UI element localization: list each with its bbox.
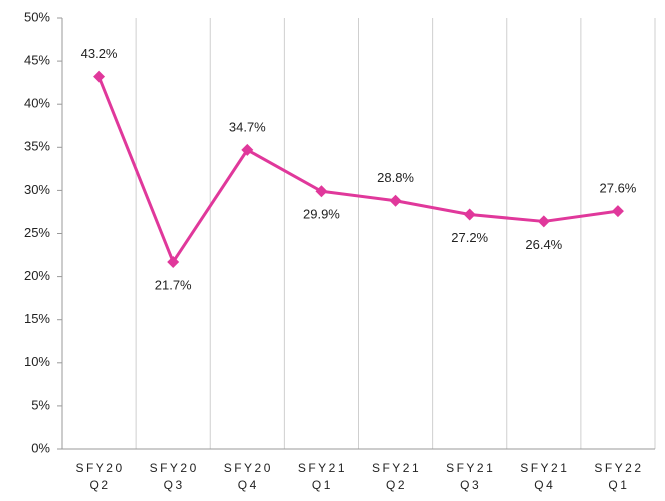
y-tick-label: 20% bbox=[24, 268, 50, 283]
x-tick-label: SFY21 bbox=[372, 461, 421, 475]
marker bbox=[537, 215, 550, 228]
marker bbox=[241, 143, 254, 156]
x-tick-label: Q3 bbox=[164, 478, 185, 492]
marker bbox=[463, 208, 476, 221]
data-label: 29.9% bbox=[303, 207, 340, 222]
x-tick-label: SFY21 bbox=[446, 461, 495, 475]
y-tick-label: 45% bbox=[24, 53, 50, 68]
data-label: 21.7% bbox=[155, 277, 192, 292]
y-tick-label: 50% bbox=[24, 9, 50, 24]
marker bbox=[315, 185, 328, 198]
y-tick-label: 5% bbox=[31, 397, 50, 412]
marker bbox=[389, 194, 402, 207]
y-tick-label: 15% bbox=[24, 311, 50, 326]
data-label: 43.2% bbox=[81, 46, 118, 61]
x-tick-label: Q4 bbox=[238, 478, 259, 492]
x-tick-label: SFY20 bbox=[150, 461, 199, 475]
data-label: 27.2% bbox=[451, 230, 488, 245]
data-label: 34.7% bbox=[229, 119, 266, 134]
marker bbox=[93, 70, 106, 83]
y-tick-label: 10% bbox=[24, 354, 50, 369]
x-tick-label: SFY20 bbox=[75, 461, 124, 475]
y-tick-label: 40% bbox=[24, 96, 50, 111]
x-tick-label: Q2 bbox=[386, 478, 407, 492]
y-tick-label: 0% bbox=[31, 440, 50, 455]
x-tick-label: SFY22 bbox=[594, 461, 643, 475]
data-label: 26.4% bbox=[525, 237, 562, 252]
x-tick-label: SFY21 bbox=[298, 461, 347, 475]
x-tick-label: Q4 bbox=[534, 478, 555, 492]
x-tick-label: Q1 bbox=[312, 478, 333, 492]
y-tick-label: 35% bbox=[24, 139, 50, 154]
data-label: 28.8% bbox=[377, 170, 414, 185]
marker bbox=[611, 205, 624, 218]
x-tick-label: Q1 bbox=[608, 478, 629, 492]
line bbox=[97, 76, 619, 264]
x-tick-label: SFY20 bbox=[224, 461, 273, 475]
x-tick-label: SFY21 bbox=[520, 461, 569, 475]
marker bbox=[167, 255, 180, 268]
y-tick-label: 30% bbox=[24, 182, 50, 197]
y-tick-label: 25% bbox=[24, 225, 50, 240]
x-tick-label: Q2 bbox=[90, 478, 111, 492]
data-label: 27.6% bbox=[600, 181, 637, 196]
x-tick-label: Q3 bbox=[460, 478, 481, 492]
